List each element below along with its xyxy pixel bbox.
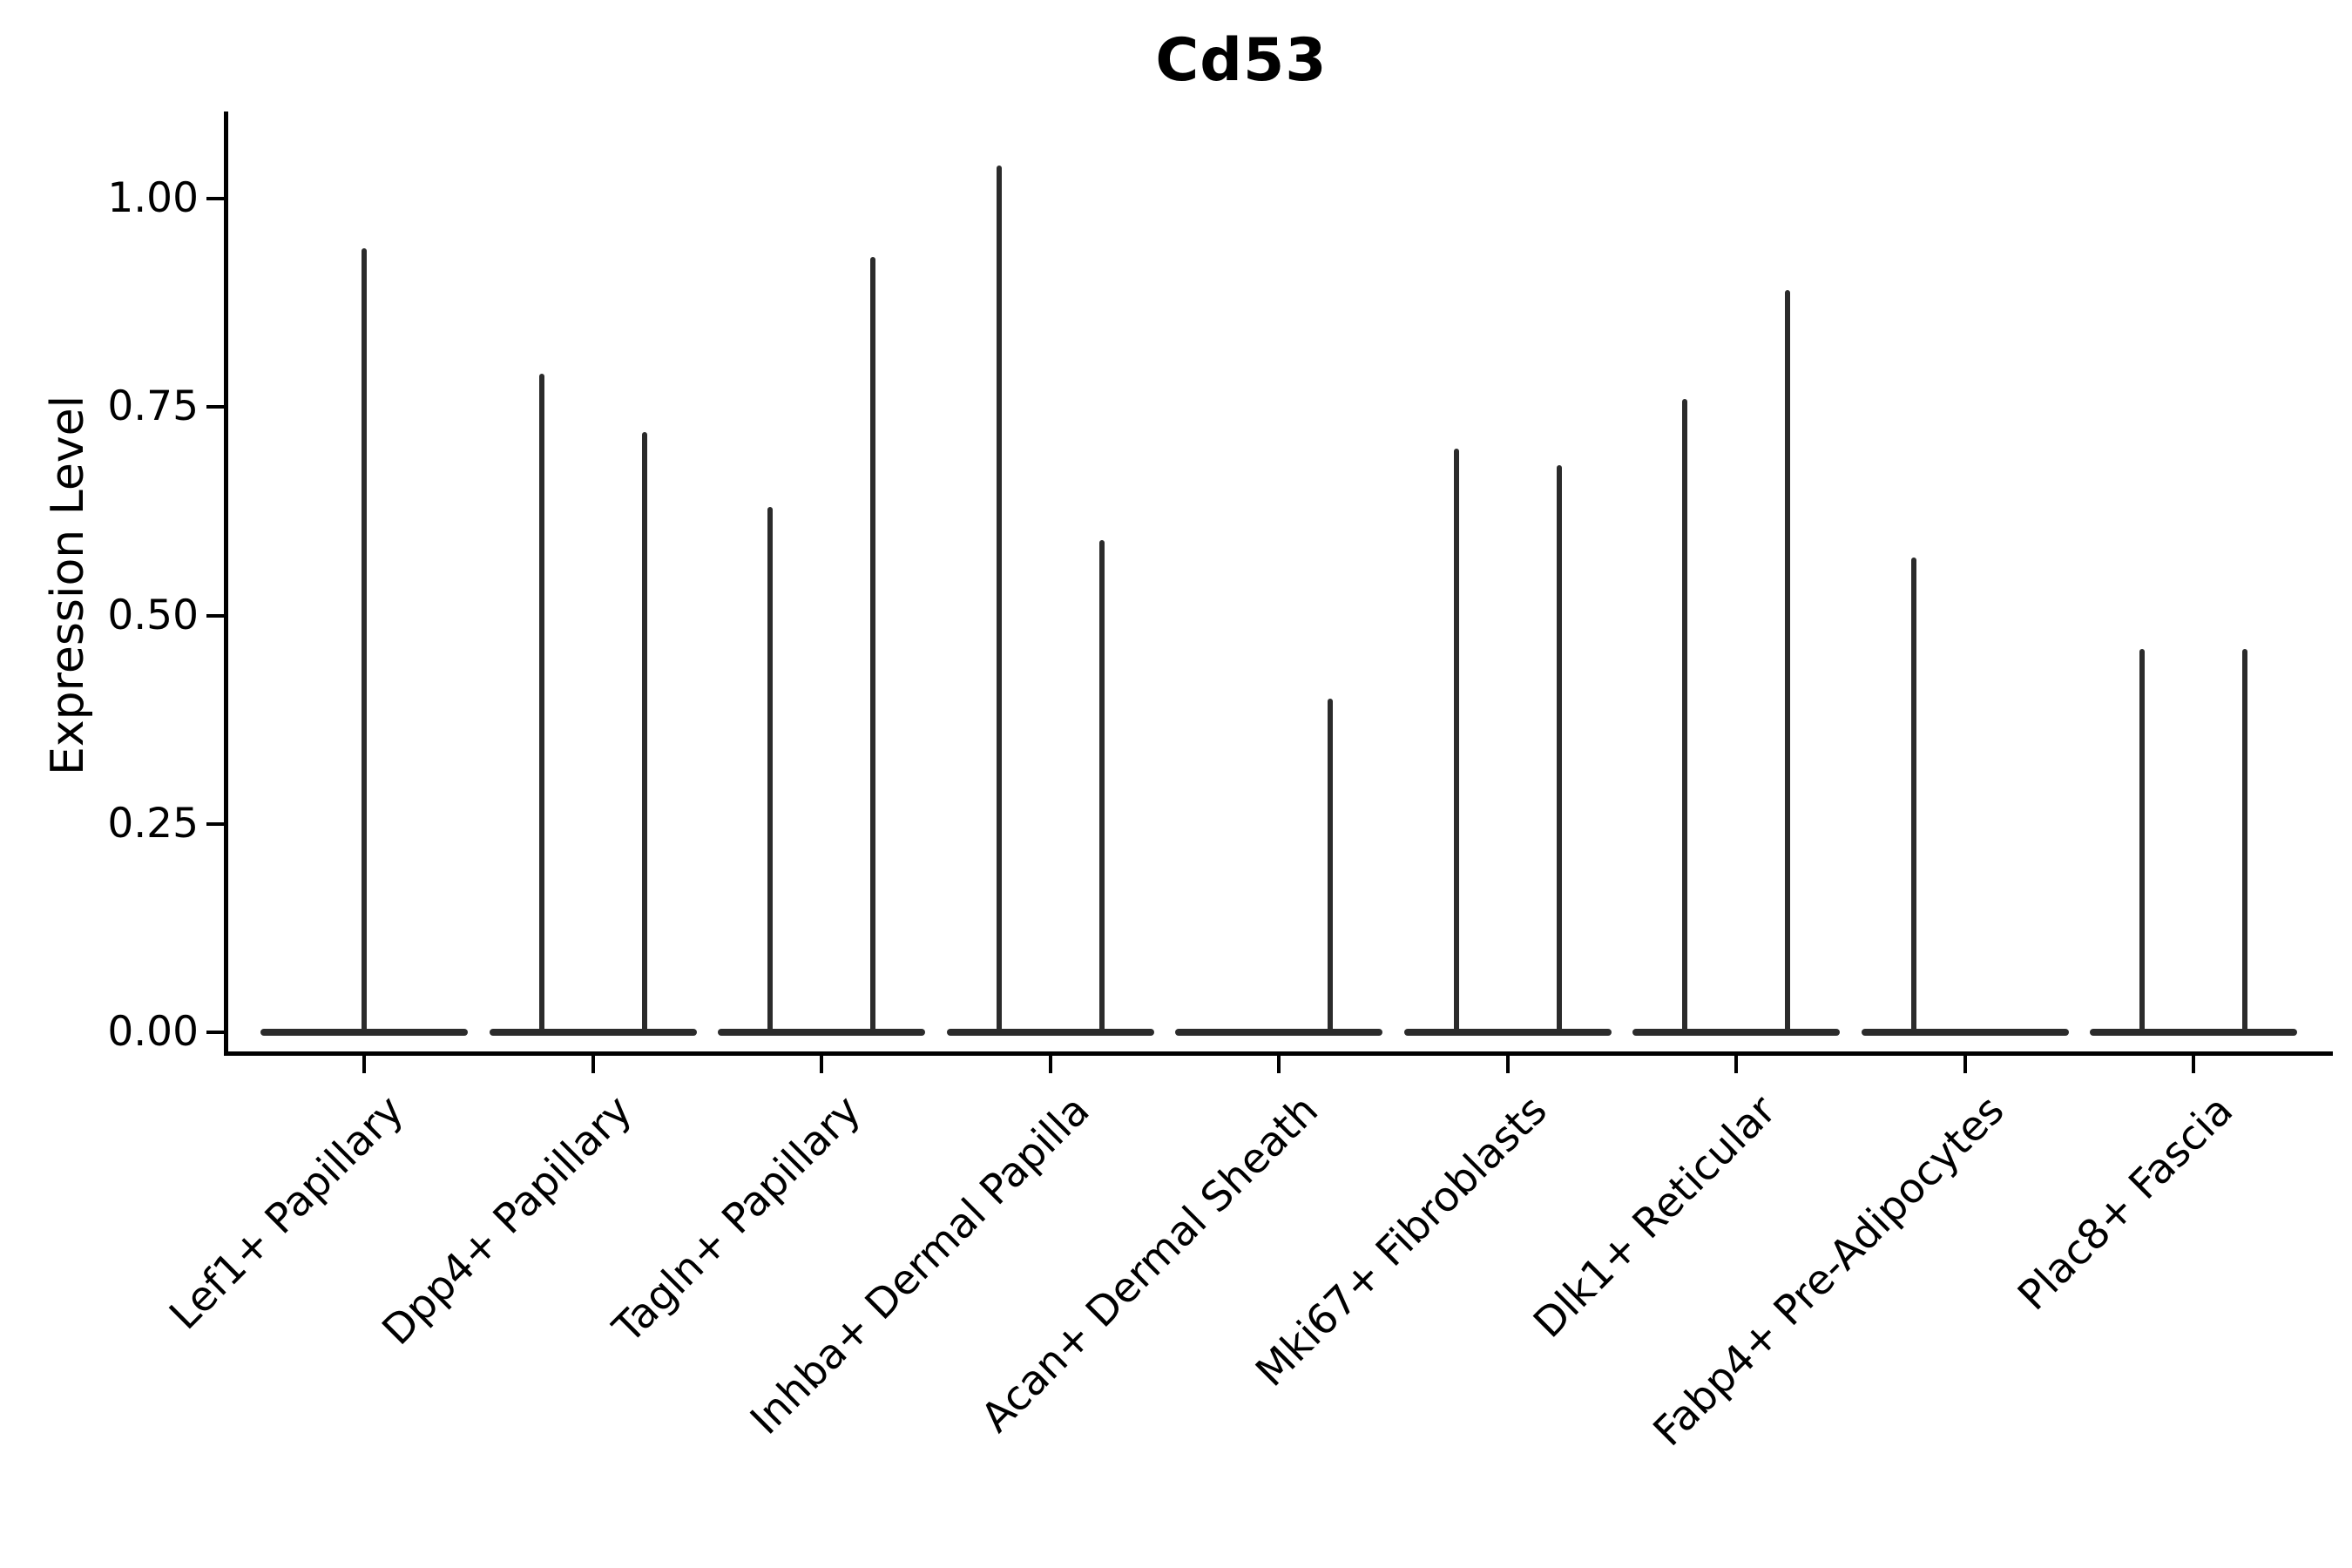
violin-spike: [641, 431, 647, 1036]
y-tick: [206, 821, 224, 826]
violin-spike: [767, 507, 773, 1036]
y-tick-label: 0.00: [107, 1008, 199, 1056]
y-tick: [206, 405, 224, 409]
violin-spike: [362, 248, 367, 1036]
y-tick: [206, 613, 224, 618]
violin-baseline: [718, 1029, 925, 1036]
x-tick: [820, 1056, 823, 1073]
x-tick: [362, 1056, 366, 1073]
violin-spike: [1328, 699, 1333, 1036]
x-tick: [591, 1056, 595, 1073]
x-tick: [1734, 1056, 1738, 1073]
x-tick-label: Dpp4+ Papillary: [373, 1086, 642, 1355]
y-tick-label: 0.75: [107, 382, 199, 431]
y-tick-label: 0.50: [107, 591, 199, 639]
violin-baseline: [2090, 1029, 2297, 1036]
x-tick-label: Lef1+ Papillary: [160, 1086, 414, 1340]
violin-spike: [1910, 557, 1916, 1036]
violin-spike: [870, 256, 875, 1036]
x-tick-label: Tagln+ Papillary: [604, 1086, 871, 1353]
y-axis-line: [224, 112, 228, 1056]
y-tick: [206, 197, 224, 200]
x-tick-label: Dlk1+ Reticular: [1524, 1086, 1786, 1348]
y-tick: [206, 1031, 224, 1034]
violin-baseline: [1403, 1029, 1612, 1036]
violin-baseline: [1861, 1029, 2069, 1036]
x-tick: [2192, 1056, 2195, 1073]
violin-spike: [1682, 398, 1687, 1036]
violin-baseline: [1632, 1029, 1840, 1036]
x-axis-line: [224, 1051, 2333, 1056]
violin-spike: [996, 165, 1002, 1036]
x-tick: [1277, 1056, 1281, 1073]
violin-spike: [2139, 648, 2145, 1036]
violin-spike: [1556, 465, 1562, 1036]
violin-spike: [1785, 290, 1790, 1036]
violin-spike: [538, 373, 544, 1036]
x-tick: [1505, 1056, 1510, 1073]
y-tick-label: 1.00: [107, 174, 199, 222]
violin-baseline: [489, 1029, 697, 1036]
violin-baseline: [946, 1029, 1154, 1036]
violin-spike: [1453, 449, 1459, 1036]
violin-baseline: [1175, 1029, 1382, 1036]
violin-spike: [2242, 648, 2247, 1036]
x-tick-label: Plac8+ Fascia: [2009, 1086, 2243, 1321]
chart-title: Cd53: [1155, 26, 1328, 95]
y-tick-label: 0.25: [107, 799, 199, 848]
x-tick: [1048, 1056, 1052, 1073]
y-axis-label: Expression Level: [42, 395, 94, 776]
violin-spike: [1098, 540, 1105, 1036]
x-tick: [1963, 1056, 1967, 1073]
